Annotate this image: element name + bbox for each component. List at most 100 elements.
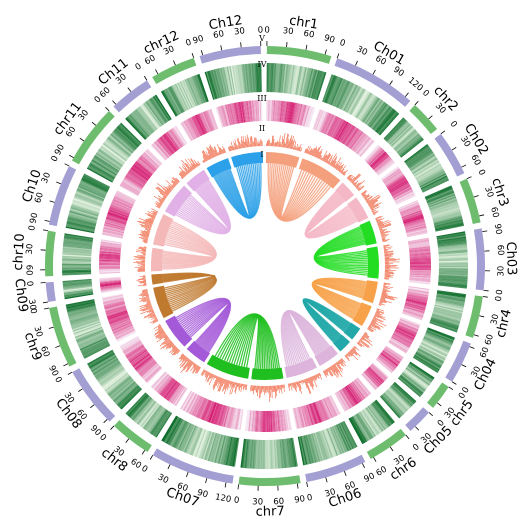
gc-content-bar	[315, 374, 318, 378]
repeat-density-cell	[351, 382, 365, 400]
gene-density-cell	[387, 121, 410, 144]
repeat-density-cell	[374, 156, 391, 172]
gene-density-cell	[323, 74, 335, 103]
repeat-density-cell	[260, 100, 263, 122]
gene-density-cell	[399, 375, 423, 396]
ideogram-chr11	[71, 110, 115, 165]
gc-content-bar	[197, 161, 201, 166]
gene-density-cell	[416, 349, 443, 366]
gene-density-cell	[130, 112, 152, 136]
repeat-density-cell	[409, 268, 431, 271]
gene-density-cell	[112, 131, 135, 152]
gc-content-bar	[165, 180, 175, 188]
repeat-density-cell	[260, 410, 262, 432]
gene-density-cell	[243, 63, 249, 93]
gc-content-bar	[228, 146, 231, 152]
tick-Ch07-90	[205, 478, 208, 484]
repeat-density-cell	[110, 205, 131, 214]
repeat-density-cell	[409, 248, 431, 252]
gc-content-bar	[305, 148, 308, 154]
gene-density-cell	[63, 237, 93, 243]
gene-density-cell	[79, 336, 107, 350]
repeat-density-cell	[398, 202, 419, 212]
repeat-density-cell	[408, 239, 430, 245]
repeat-density-cell	[409, 279, 431, 283]
gc-content-bar	[142, 253, 146, 255]
gene-density-cell	[272, 63, 276, 93]
repeat-density-cell	[173, 387, 186, 406]
gene-density-cell	[324, 429, 336, 457]
repeat-density-cell	[313, 402, 322, 423]
gene-density-cell	[177, 82, 191, 110]
gc-content-bar	[283, 384, 286, 389]
tick-label-chr11-90: 90	[53, 143, 67, 157]
gene-density-cell	[197, 73, 209, 102]
gene-density-cell	[63, 285, 93, 291]
gene-density-cell	[133, 398, 154, 422]
repeat-density-cell	[344, 126, 357, 146]
gc-content-bar	[344, 355, 350, 362]
gc-content-bar	[170, 347, 178, 354]
gc-content-bar	[381, 238, 385, 240]
repeat-density-cell	[278, 410, 283, 432]
tick-label-Ch07-120: 120	[214, 492, 232, 505]
gc-content-bar	[383, 245, 390, 247]
gene-density-cell	[281, 63, 286, 93]
gc-content-bar	[379, 224, 392, 230]
gene-density-cell	[69, 210, 98, 220]
tick-label-Ch05-0: 0	[436, 418, 447, 429]
repeat-density-cell	[153, 373, 169, 390]
gc-content-bar	[352, 182, 356, 185]
gene-density-cell	[224, 436, 232, 466]
tick-chr9-90	[63, 363, 69, 367]
gene-density-cell	[438, 279, 468, 284]
gc-content-bar	[341, 171, 344, 174]
gc-content-bar	[204, 370, 207, 373]
repeat-density-cell	[390, 182, 410, 194]
gene-density-cell	[325, 75, 337, 104]
gene-density-cell	[71, 203, 100, 214]
gc-content-bar	[371, 321, 384, 328]
tick-label-Ch10-30: 30	[40, 171, 53, 185]
gene-density-cell	[422, 339, 449, 354]
repeat-density-cell	[406, 229, 428, 236]
gc-content-bar	[333, 363, 341, 373]
gc-content-bar	[143, 239, 148, 242]
gene-density-cell	[437, 237, 467, 244]
gene-density-cell	[106, 138, 130, 158]
repeat-density-cell	[99, 252, 121, 255]
repeat-density-cell	[256, 410, 259, 432]
repeat-density-cell	[102, 295, 124, 301]
gc-content-bar	[234, 143, 237, 150]
repeat-density-cell	[201, 400, 211, 420]
repeat-density-cell	[396, 326, 416, 337]
repeat-density-cell	[182, 121, 195, 141]
link-anchor-chr9	[153, 285, 174, 319]
gene-density-cell	[425, 187, 453, 201]
gc-content-bar	[290, 383, 293, 391]
repeat-density-cell	[165, 132, 179, 151]
repeat-density-cell	[196, 398, 207, 418]
gc-content-bar	[158, 190, 168, 198]
gc-content-bar	[218, 150, 221, 155]
gene-density-cell	[128, 394, 149, 418]
gc-content-bar	[172, 347, 177, 352]
gene-density-cell	[331, 426, 345, 454]
gene-density-cell	[297, 66, 305, 96]
tick-Ch05-30	[415, 426, 420, 431]
gc-content-bar	[147, 230, 151, 232]
repeat-density-cell	[171, 385, 185, 405]
gene-density-cell	[395, 131, 419, 152]
gene-density-cell	[303, 67, 311, 97]
repeat-density-cell	[388, 340, 408, 353]
gene-density-cell	[62, 258, 92, 261]
tick-label-chr8-0: 0	[97, 432, 108, 443]
link-anchor-Ch01	[298, 158, 341, 189]
gene-density-cell	[321, 430, 332, 459]
gc-content-bar	[208, 372, 211, 376]
gc-content-bar	[338, 360, 343, 367]
gc-content-bar	[268, 138, 270, 147]
repeat-density-cell	[137, 358, 155, 373]
gc-content-bar	[384, 261, 400, 263]
gc-content-bar	[138, 248, 147, 250]
